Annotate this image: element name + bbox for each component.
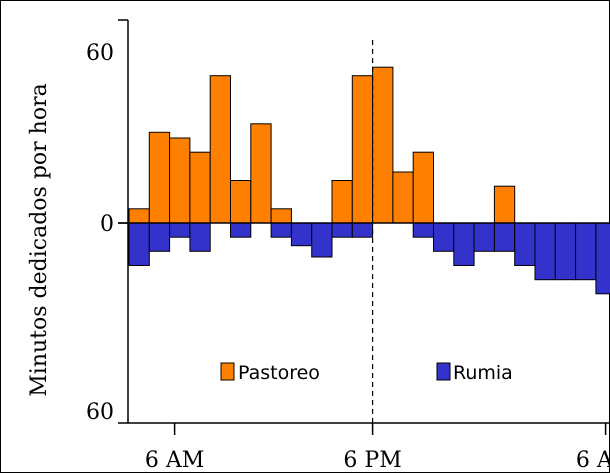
rumia-bar-20	[412, 222, 435, 238]
rumia-bar-21	[433, 222, 455, 252]
legend-swatch-pastoreo	[220, 362, 235, 381]
y-tick-label: 60	[86, 400, 114, 425]
x-tick-label: 6 PM	[343, 448, 401, 473]
rumia-bar-13	[270, 222, 292, 238]
x-tick-label: 6 AM	[145, 448, 204, 473]
legend-swatch-rumia	[436, 362, 451, 381]
rumia-bar-14	[290, 222, 313, 247]
rumia-bar-3	[554, 222, 577, 281]
rumia-bar-22	[453, 222, 475, 266]
rumia-bar-9	[189, 222, 211, 252]
rumia-bar-8	[169, 222, 191, 238]
pastoreo-bar-8	[169, 137, 191, 224]
y-tick-label: 60	[86, 41, 114, 66]
bars-group	[128, 66, 610, 295]
pastoreo-bar-10	[209, 75, 231, 224]
rumia-bar-23	[473, 222, 495, 252]
y-axis-title: Minutos dedicados por hora	[27, 83, 52, 396]
y-tick-label: 0	[100, 212, 114, 237]
pastoreo-bar-9	[189, 151, 211, 224]
rumia-bar-15	[311, 222, 333, 258]
rumia-bar-2	[534, 222, 556, 281]
pastoreo-bar-6	[128, 208, 150, 224]
rumia-bar-17	[351, 222, 374, 238]
legend: Pastoreo Rumia	[220, 362, 513, 384]
y-ticks-group: 60 0 60	[86, 19, 128, 425]
rumia-bar-4	[575, 222, 597, 281]
rumia-bar-5	[595, 222, 610, 295]
legend-label-pastoreo: Pastoreo	[238, 362, 320, 384]
pastoreo-bar-13	[270, 208, 292, 224]
rumia-bar-11	[230, 222, 252, 238]
legend-label-rumia: Rumia	[453, 362, 513, 384]
pastoreo-bar-7	[148, 131, 171, 224]
x-ticks-group: 6 AM 6 PM 6 AM	[145, 423, 610, 473]
pastoreo-bar-18	[372, 66, 394, 224]
pastoreo-bar-19	[392, 171, 414, 224]
x-tick-label: 6 AM	[576, 448, 610, 473]
pastoreo-bar-17	[351, 75, 374, 224]
pastoreo-bar-0	[493, 185, 516, 224]
rumia-bar-7	[148, 222, 171, 252]
pastoreo-bar-16	[331, 180, 353, 224]
rumia-bar-1	[514, 222, 536, 266]
rumia-bar-6	[128, 222, 150, 266]
rumia-bar-16	[331, 222, 353, 238]
axes-group	[118, 20, 610, 424]
pastoreo-bar-12	[250, 123, 272, 224]
pastoreo-bar-20	[412, 151, 435, 224]
rumia-bar-0	[493, 222, 516, 252]
pastoreo-bar-11	[230, 180, 252, 224]
